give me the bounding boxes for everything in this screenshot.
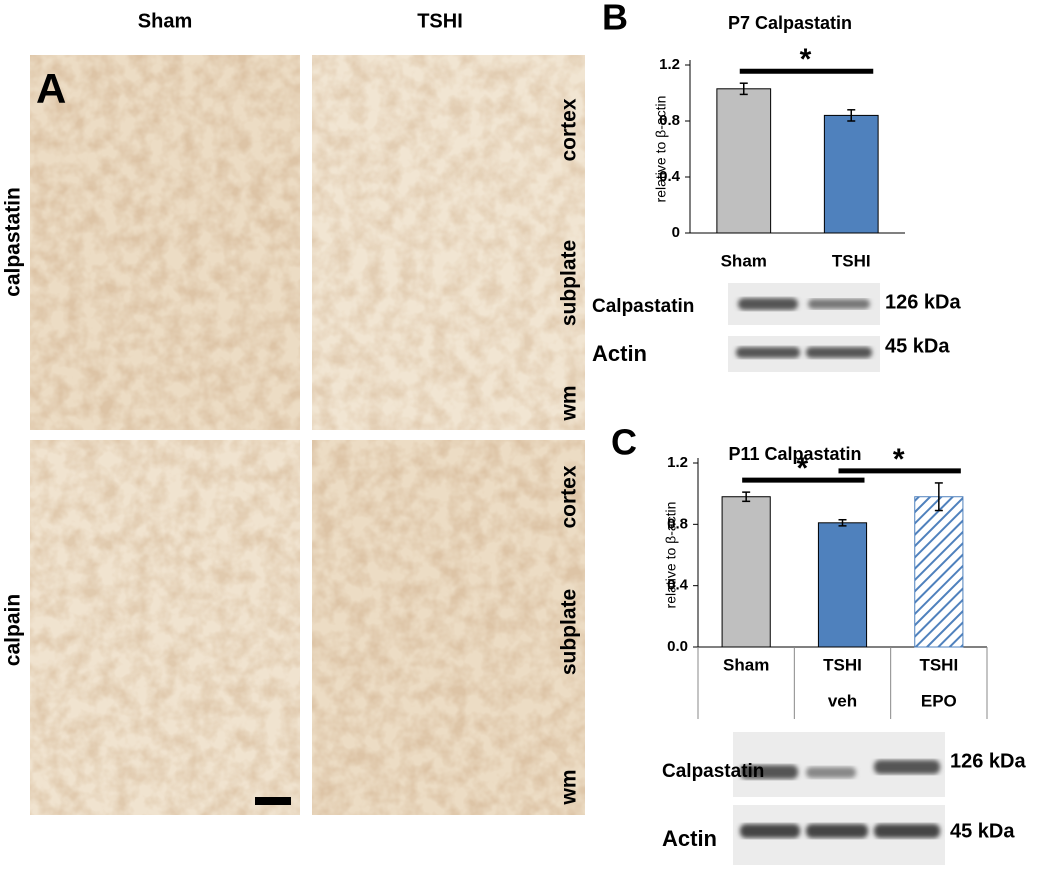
x-tick-label: TSHI: [919, 655, 958, 674]
column-label: TSHI: [417, 10, 463, 32]
y-tick-label: 1.2: [659, 56, 680, 73]
bar: [914, 496, 964, 648]
blot-size: 45 kDa: [885, 335, 950, 357]
micrograph-texture: [312, 55, 585, 430]
bar: [716, 88, 772, 234]
panel-label: A: [36, 65, 66, 112]
panel-label: B: [602, 0, 628, 38]
region-label: subplate: [558, 589, 581, 675]
scale-bar: [255, 797, 291, 805]
blot-band: [740, 765, 798, 779]
x-tick-label: Sham: [721, 251, 767, 270]
row-label: calpastatin: [2, 187, 25, 297]
blot-band: [874, 824, 940, 838]
blot-label: Calpastatin: [592, 296, 694, 317]
blot-band: [808, 299, 870, 309]
y-tick-label: 0.8: [667, 515, 688, 532]
bar: [823, 114, 879, 234]
micrograph-texture: [30, 440, 300, 815]
chart-title: P7 Calpastatin: [728, 13, 852, 33]
y-tick-label: 0.0: [667, 638, 688, 655]
micrograph-texture: [30, 55, 300, 430]
blot-size: 45 kDa: [950, 820, 1015, 842]
blot-band: [740, 824, 800, 838]
blot-label: Actin: [592, 341, 647, 366]
y-tick-label: 0: [672, 224, 680, 241]
y-axis-label: relative to β-actin: [663, 502, 679, 609]
x-tick-label: TSHI: [823, 655, 862, 674]
x-tick-label: TSHI: [832, 251, 871, 270]
significance-label: *: [796, 452, 808, 485]
y-tick-label: 0.4: [667, 577, 689, 594]
column-label: Sham: [138, 10, 192, 32]
micrograph-texture: [312, 440, 585, 815]
blot-label: Calpastatin: [662, 761, 764, 782]
blot-band: [806, 347, 872, 358]
x-tick-label: veh: [828, 691, 857, 710]
y-tick-label: 0.4: [659, 168, 681, 185]
blot-size: 126 kDa: [950, 750, 1026, 772]
y-axis-label: relative to β-actin: [653, 96, 669, 203]
panel-label: C: [611, 422, 637, 463]
blot-band: [738, 298, 798, 310]
x-tick-label: Sham: [723, 655, 769, 674]
chart-title: P11 Calpastatin: [728, 444, 861, 464]
bar: [721, 496, 771, 648]
blot-band: [806, 767, 856, 778]
region-label: wm: [558, 385, 581, 421]
x-tick-label: EPO: [921, 691, 957, 710]
region-label: cortex: [558, 98, 581, 161]
region-label: subplate: [558, 240, 581, 326]
region-label: wm: [558, 769, 581, 805]
row-label: calpain: [2, 594, 25, 666]
blot-band: [874, 760, 940, 774]
blot-label: Actin: [662, 826, 717, 851]
blot-band: [806, 824, 868, 838]
significance-label: *: [800, 43, 812, 76]
region-label: cortex: [558, 465, 581, 528]
blot-size: 126 kDa: [885, 291, 961, 313]
bar: [817, 522, 868, 648]
y-tick-label: 1.2: [667, 454, 688, 471]
blot-band: [736, 347, 800, 358]
micrographs: [30, 55, 585, 815]
significance-label: *: [893, 443, 905, 476]
y-tick-label: 0.8: [659, 112, 680, 129]
western-blots: [728, 283, 945, 865]
